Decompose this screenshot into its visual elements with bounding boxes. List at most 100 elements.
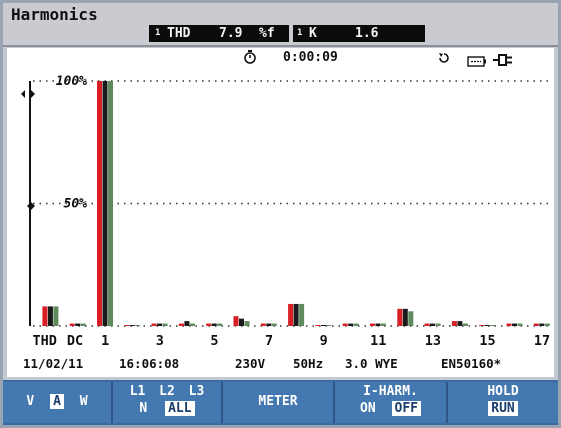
x-tick-label: DC: [67, 333, 83, 348]
k-factor-readout: 1 K 1.6: [293, 25, 425, 42]
iharm-softkey[interactable]: I-HARM. ON OFF: [335, 382, 448, 423]
title-bar: Harmonics 1 THD 7.9 %f 1 K 1.6: [3, 3, 558, 47]
harmonic-bar: [135, 325, 141, 326]
harmonics-bar-chart: 100%50%THD DC 1 3 5 7 9 11 13 15 17: [21, 74, 552, 348]
harmonic-bar: [402, 308, 408, 326]
footer-date: 11/02/11: [23, 356, 84, 371]
elapsed-timer: 0:00:09: [283, 50, 338, 65]
harmonic-bar: [157, 323, 163, 326]
harmonic-bar: [512, 323, 517, 326]
harmonic-bar: [189, 323, 195, 326]
harmonic-bar: [129, 325, 135, 326]
harmonic-bar: [462, 323, 468, 326]
harmonic-bar: [75, 323, 81, 326]
vaw-a-option-selected: A: [50, 394, 64, 409]
harmonic-bar: [533, 323, 539, 326]
footer-wiring-config: 3.0 WYE: [345, 356, 398, 371]
harmonic-bar: [517, 323, 523, 326]
vaw-w-option: W: [79, 394, 88, 409]
footer-time: 16:06:08: [119, 356, 180, 371]
harmonic-bar: [293, 303, 299, 326]
thd-readout: 1 THD 7.9 %f: [149, 25, 289, 42]
y-tick-label: 100%: [56, 74, 87, 89]
harmonic-bar: [457, 321, 463, 326]
thd-value: 7.9: [219, 26, 243, 41]
harmonic-bar: [108, 81, 113, 326]
phase-softkey[interactable]: L1 L2 L3 N ALL: [113, 382, 223, 423]
status-footer: 11/02/11 16:06:08 230V 50Hz 3.0 WYE EN50…: [7, 352, 554, 377]
harmonic-bar: [47, 306, 53, 326]
harmonic-bar: [162, 323, 168, 326]
iharm-on-option: ON: [360, 401, 376, 416]
iharm-off-option-selected: OFF: [391, 401, 421, 416]
k-value: 1.6: [355, 26, 379, 41]
harmonic-bar: [370, 323, 375, 326]
iharm-title: I-HARM.: [363, 384, 418, 399]
x-tick-label: 3: [156, 333, 164, 348]
harmonic-bar: [151, 323, 157, 326]
harmonic-bar: [539, 323, 545, 326]
k-phase-index: 1: [297, 28, 303, 38]
x-tick-label: 13: [425, 333, 441, 348]
softkey-bar: V A W L1 L2 L3 N ALL METER I-HARM. ON OF…: [3, 380, 558, 425]
thd-phase-index: 1: [155, 28, 161, 38]
x-tick-label: 5: [210, 333, 218, 348]
harmonic-bar: [53, 306, 59, 326]
harmonic-bar: [260, 323, 266, 326]
cursor-right-icon: [31, 90, 35, 98]
vaw-softkey[interactable]: V A W: [3, 382, 113, 423]
harmonic-bar: [266, 323, 272, 326]
harmonic-bar: [184, 321, 190, 326]
harmonic-bar: [375, 323, 381, 326]
app-title: Harmonics: [11, 5, 98, 24]
hold-run-softkey[interactable]: HOLD RUN: [448, 382, 558, 423]
harmonic-bar: [271, 323, 277, 326]
x-tick-label: 17: [534, 333, 550, 348]
harmonic-bar: [233, 316, 239, 326]
x-tick-label: 15: [479, 333, 495, 348]
harmonic-bar: [430, 323, 436, 326]
meter-label: METER: [258, 394, 298, 409]
phase-l3-option: L3: [188, 384, 205, 399]
recording-icon: [437, 50, 451, 69]
phase-all-option-selected: ALL: [165, 401, 195, 416]
y-tick-label: 50%: [64, 197, 88, 212]
k-label: K: [309, 26, 317, 41]
harmonic-bar: [288, 303, 294, 326]
harmonic-bar: [397, 308, 403, 326]
harmonic-bar: [408, 311, 414, 326]
cursor-left-icon: [21, 90, 25, 98]
x-tick-label: 1: [101, 333, 109, 348]
phase-l1-option: L1: [129, 384, 146, 399]
x-tick-label: 9: [320, 333, 328, 348]
harmonic-bar: [244, 321, 250, 326]
harmonic-bar: [206, 323, 212, 326]
vaw-v-option: V: [26, 394, 35, 409]
footer-standard: EN50160*: [441, 356, 502, 371]
harmonic-bar: [326, 325, 332, 326]
thd-label: THD: [167, 26, 191, 41]
harmonic-bar: [211, 323, 217, 326]
stopwatch-icon: [243, 49, 257, 68]
harmonic-bar: [239, 318, 244, 326]
harmonic-bar: [381, 323, 386, 326]
harmonic-bar: [544, 323, 550, 326]
harmonic-bar: [315, 325, 321, 326]
harmonic-bar: [124, 325, 130, 326]
scale-marker-icon: [27, 202, 35, 210]
harmonic-bar: [97, 81, 102, 326]
harmonic-bar: [69, 323, 75, 326]
harmonic-bar: [451, 321, 457, 326]
phase-l2-option: L2: [159, 384, 175, 399]
harmonic-bar: [490, 325, 496, 326]
harmonic-bar: [80, 323, 86, 326]
mains-plug-icon: [493, 51, 513, 70]
run-option-selected: RUN: [488, 401, 518, 416]
harmonic-bar: [42, 306, 48, 326]
harmonic-bar: [102, 81, 108, 326]
harmonic-bar: [435, 323, 441, 326]
meter-softkey[interactable]: METER: [223, 382, 335, 423]
harmonic-bar: [424, 323, 430, 326]
footer-frequency: 50Hz: [293, 356, 324, 371]
harmonic-bar: [353, 323, 359, 326]
